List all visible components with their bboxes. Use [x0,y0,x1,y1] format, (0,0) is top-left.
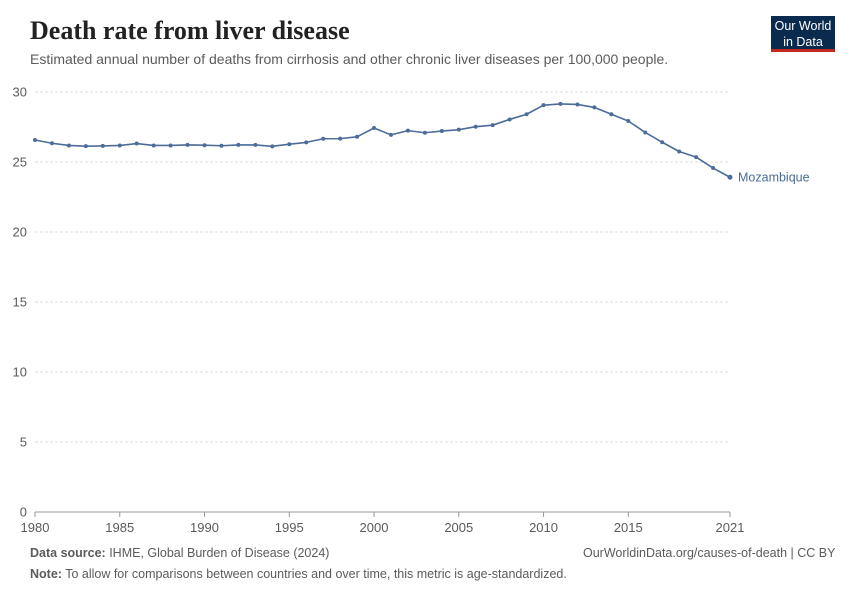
svg-text:2000: 2000 [360,520,389,535]
svg-text:2015: 2015 [614,520,643,535]
svg-text:1990: 1990 [190,520,219,535]
svg-text:2021: 2021 [716,520,745,535]
svg-text:20: 20 [13,225,27,240]
svg-text:1980: 1980 [21,520,50,535]
svg-text:0: 0 [20,505,27,520]
svg-text:10: 10 [13,365,27,380]
svg-text:25: 25 [13,155,27,170]
svg-text:1985: 1985 [105,520,134,535]
svg-text:30: 30 [13,85,27,100]
svg-text:2005: 2005 [444,520,473,535]
svg-text:1995: 1995 [275,520,304,535]
svg-text:15: 15 [13,295,27,310]
svg-text:5: 5 [20,435,27,450]
svg-text:2010: 2010 [529,520,558,535]
svg-text:Mozambique: Mozambique [738,170,810,184]
